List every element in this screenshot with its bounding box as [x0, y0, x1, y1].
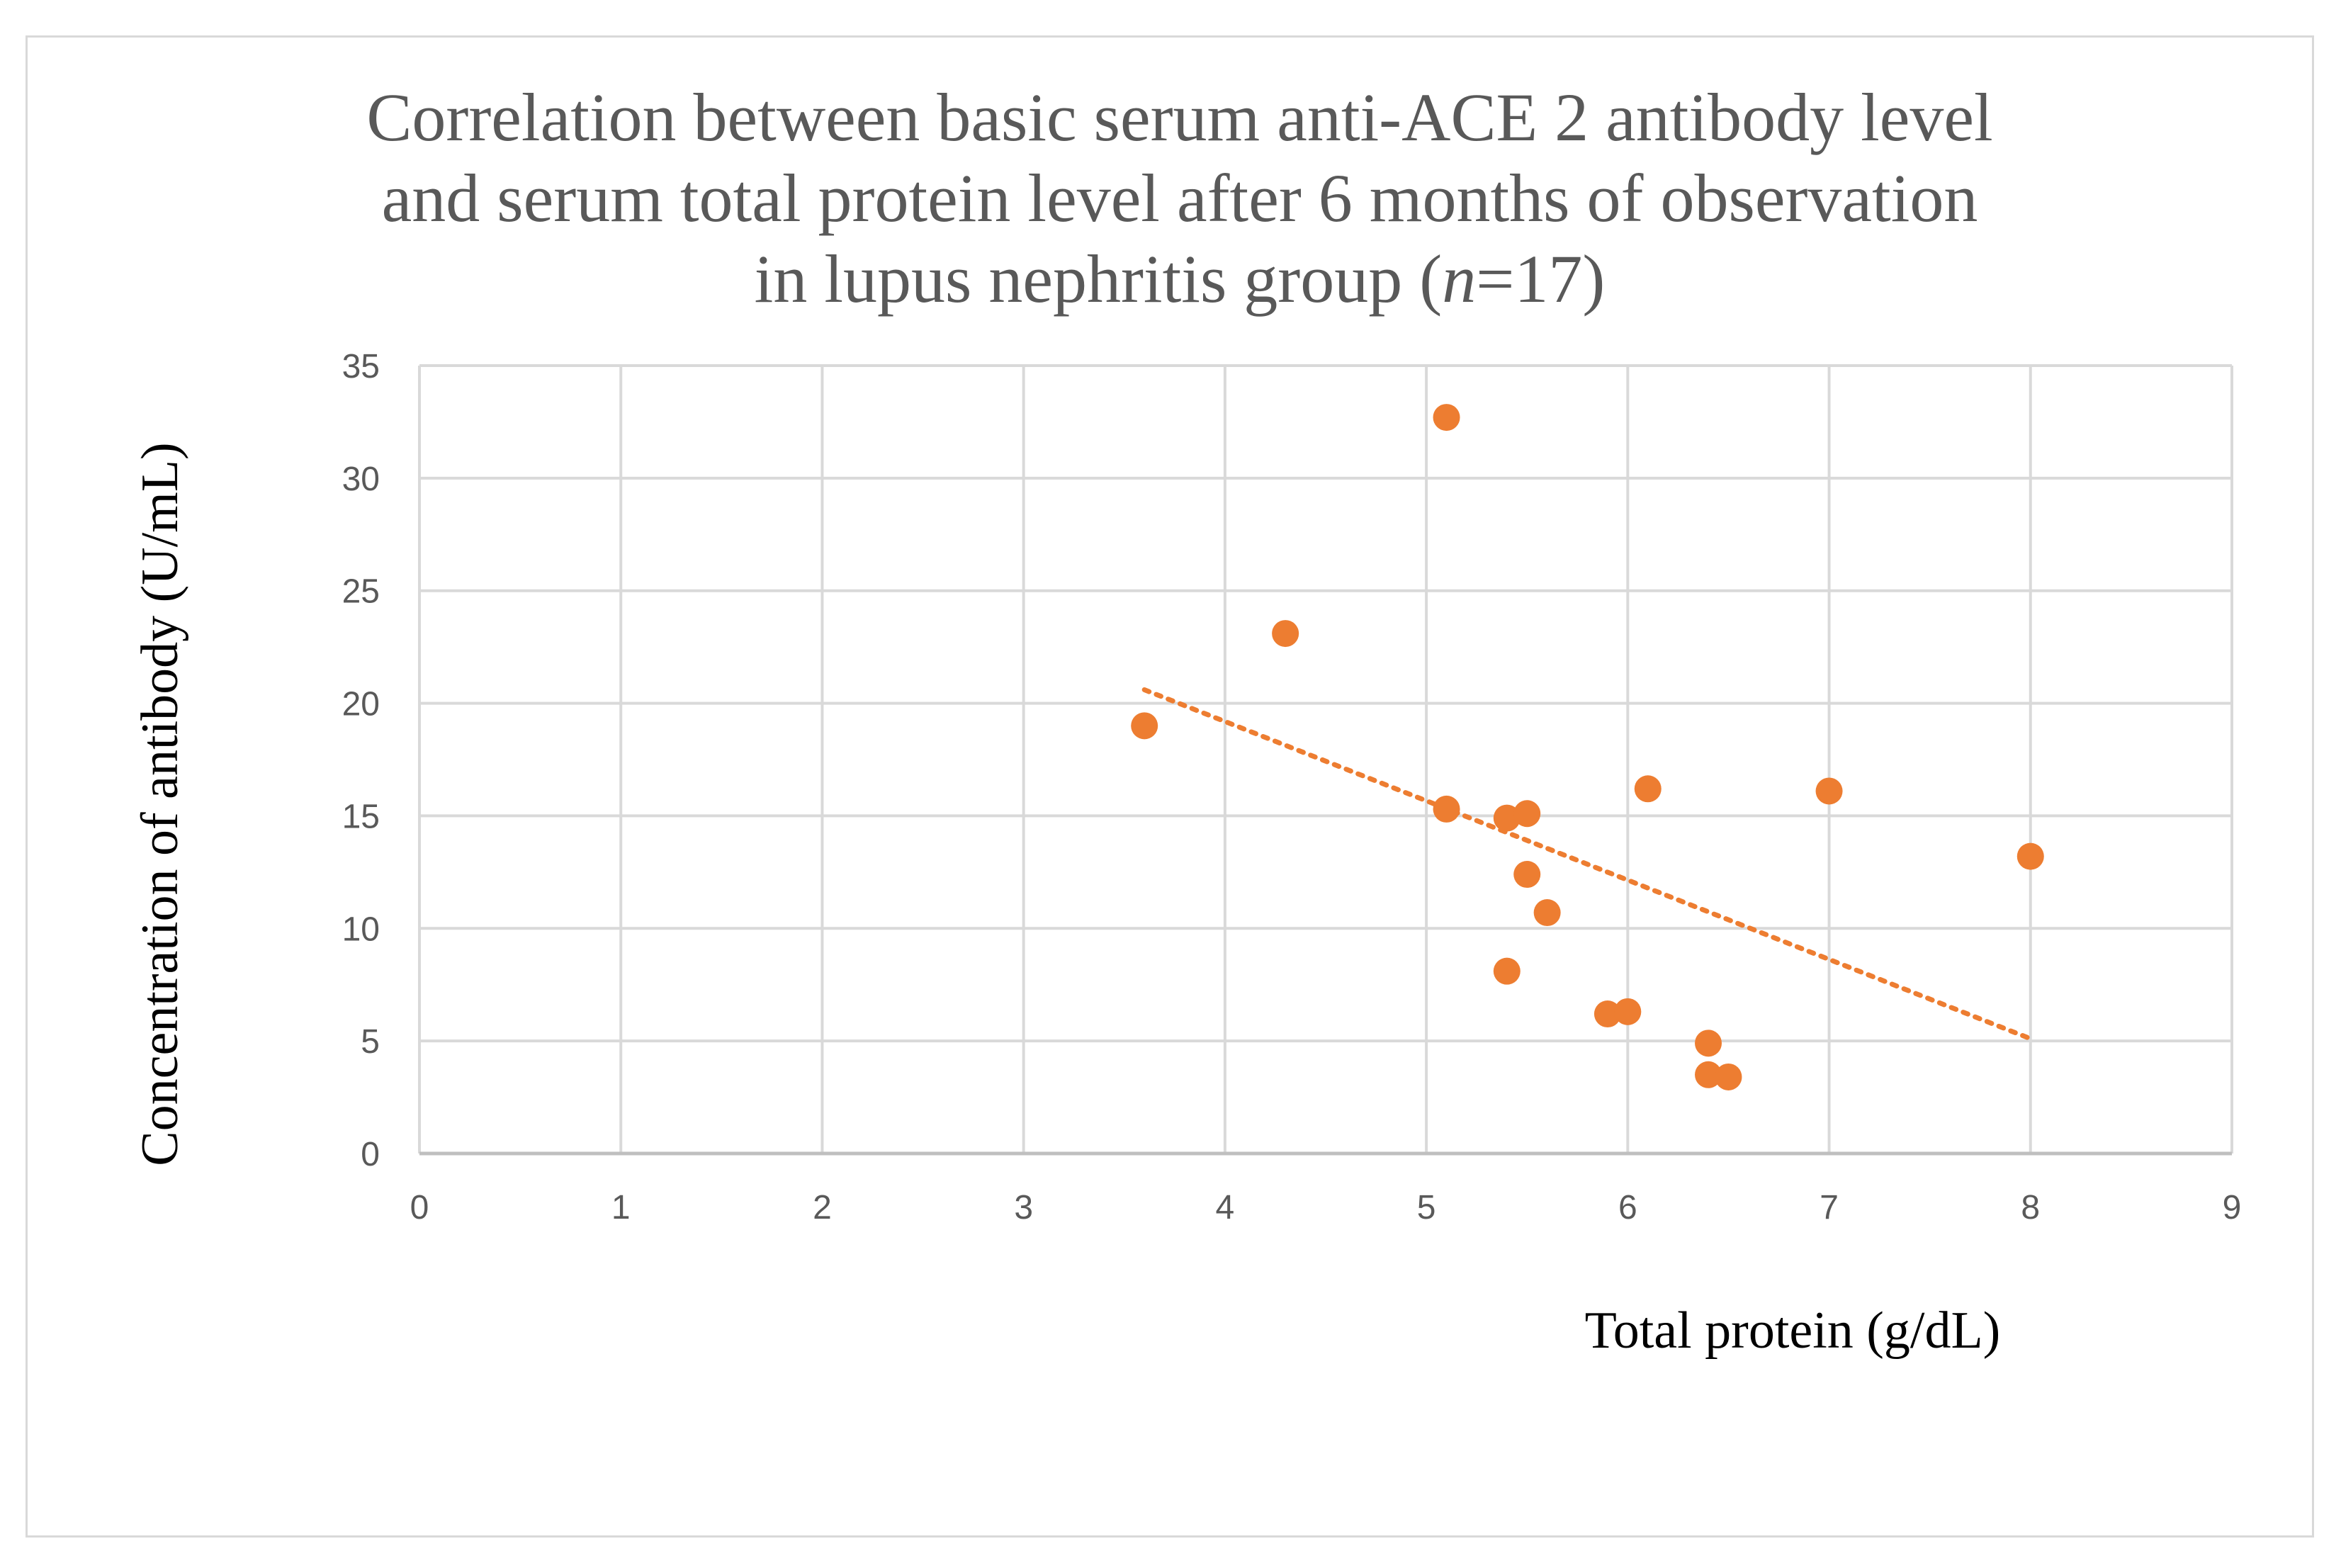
chart-frame — [26, 35, 2314, 1538]
chart-title-line-3: in lupus nephritis group (n=17) — [755, 241, 1606, 317]
grid-lines — [418, 364, 2233, 1154]
y-tick-label-5: 5 — [361, 1023, 380, 1061]
data-point-3 — [1433, 404, 1460, 432]
y-tick-label-0: 0 — [361, 1136, 380, 1173]
data-point-16 — [1815, 777, 1843, 805]
chart-title-n: n — [1442, 241, 1476, 317]
y-tick-label-20: 20 — [342, 686, 380, 723]
data-point-6 — [1513, 800, 1541, 828]
x-tick-label-3: 3 — [1014, 1189, 1033, 1226]
chart-title-line-2: and serum total protein level after 6 mo… — [382, 160, 1978, 236]
x-tick-label-5: 5 — [1417, 1189, 1436, 1226]
x-tick-label-0: 0 — [410, 1189, 429, 1226]
y-axis-title: Concentration of antibody (U/mL) — [131, 442, 189, 1166]
x-tick-label-7: 7 — [1820, 1189, 1839, 1226]
data-point-5 — [1493, 804, 1521, 832]
tick-labels: 0 5 10 15 20 25 30 35 0 1 2 3 4 5 6 7 8 9 — [342, 348, 2242, 1226]
data-point-14 — [1695, 1061, 1722, 1088]
data-point-10 — [1593, 1000, 1621, 1028]
data-point-12 — [1634, 775, 1662, 803]
data-points — [1131, 404, 2044, 1090]
data-point-1 — [1131, 712, 1158, 740]
y-tick-label-10: 10 — [342, 910, 380, 948]
y-tick-label-30: 30 — [342, 461, 380, 498]
chart-title-line-1: Correlation between basic serum anti-ACE… — [366, 79, 1992, 155]
data-point-9 — [1493, 957, 1521, 985]
data-point-4 — [1433, 795, 1460, 823]
data-point-17 — [2016, 842, 2044, 870]
x-tick-label-1: 1 — [611, 1189, 631, 1226]
y-tick-label-15: 15 — [342, 798, 380, 835]
x-tick-label-8: 8 — [2021, 1189, 2040, 1226]
data-point-2 — [1272, 620, 1299, 648]
data-point-11 — [1614, 998, 1642, 1025]
x-axis-title: Total protein (g/dL) — [1585, 1302, 2001, 1360]
data-point-7 — [1513, 861, 1541, 889]
x-tick-label-6: 6 — [1618, 1189, 1637, 1226]
y-tick-label-25: 25 — [342, 573, 380, 611]
x-tick-label-4: 4 — [1216, 1189, 1235, 1226]
data-point-13 — [1695, 1030, 1722, 1057]
y-tick-label-35: 35 — [342, 348, 380, 385]
trendline-layer — [1141, 687, 2033, 1042]
data-point-15 — [1715, 1063, 1742, 1090]
chart-title-line-3-start: in lupus nephritis group ( — [755, 241, 1443, 317]
chart-title-line-3-end: =17) — [1476, 241, 1605, 317]
data-point-8 — [1533, 899, 1561, 927]
x-tick-label-2: 2 — [813, 1189, 832, 1226]
x-tick-label-9: 9 — [2223, 1189, 2242, 1226]
linear-trendline — [1141, 687, 2033, 1042]
